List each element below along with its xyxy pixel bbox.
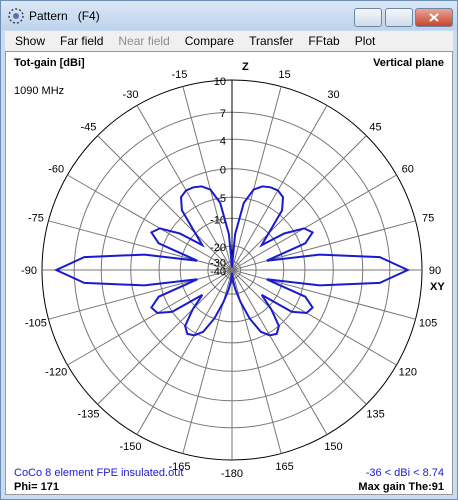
chart-title: Vertical plane	[373, 57, 444, 69]
r-tick-label: -30	[210, 257, 226, 269]
axis-label-z: Z	[242, 61, 249, 73]
spoke	[136, 105, 233, 271]
r-tick-label: 10	[214, 76, 226, 88]
menu-item[interactable]: Far field	[60, 34, 104, 48]
angle-tick-label: -150	[119, 441, 141, 453]
angle-tick-label: -45	[81, 121, 97, 133]
spoke	[231, 135, 367, 271]
r-tick-label: 4	[220, 135, 226, 147]
spoke	[182, 86, 233, 271]
spoke	[231, 86, 282, 271]
menu-item[interactable]: Plot	[354, 34, 376, 48]
r-tick-label: -40	[210, 266, 226, 278]
r-tick-label: -10	[210, 214, 226, 226]
file-name: CoCo 8 element FPE insulated.out	[14, 467, 183, 479]
window-title: Pattern (F4)	[29, 9, 100, 23]
maximize-button[interactable]	[385, 8, 413, 27]
menu-item[interactable]: Near field	[118, 34, 170, 48]
angle-tick-label: -75	[28, 212, 44, 224]
frequency: 1090 MHz	[14, 85, 64, 97]
menu-item[interactable]: FFtab	[308, 34, 340, 48]
angle-tick-label: -15	[172, 69, 188, 81]
minimize-button[interactable]	[354, 8, 382, 27]
r-tick-label: 0	[220, 165, 226, 177]
angle-tick-label: -60	[48, 164, 64, 176]
angle-tick-label: 90	[429, 265, 441, 277]
spoke	[231, 105, 328, 271]
phi: Phi= 171	[14, 481, 59, 493]
spoke	[231, 269, 416, 320]
spoke	[67, 174, 233, 271]
max-gain: Max gain The:91	[358, 481, 444, 493]
spoke	[97, 135, 233, 271]
plot-area: Tot-gain [dBi] Vertical plane 1090 MHz Z…	[5, 51, 453, 495]
angle-tick-label: 135	[366, 409, 384, 421]
angle-tick-label: -90	[21, 265, 37, 277]
polar-chart: Tot-gain [dBi] Vertical plane 1090 MHz Z…	[14, 57, 445, 493]
angle-tick-label: 105	[419, 318, 437, 330]
axis-label-xy: XY	[430, 281, 445, 293]
r-tick-label: -5	[216, 193, 226, 205]
spoke	[67, 269, 233, 366]
spoke	[97, 269, 233, 405]
r-tick-label: 7	[220, 108, 226, 120]
title-bar: Pattern (F4)	[1, 1, 457, 30]
angle-tick-label: -165	[168, 461, 190, 473]
gain-range: -36 < dBi < 8.74	[366, 467, 444, 479]
angle-tick-label: 45	[369, 121, 381, 133]
r-tick-label: -20	[210, 242, 226, 254]
spoke	[48, 269, 233, 320]
pattern-line	[53, 185, 411, 337]
spoke	[231, 269, 367, 405]
spoke	[231, 220, 416, 271]
menu-item[interactable]: Transfer	[249, 34, 294, 48]
angle-tick-label: 15	[278, 69, 290, 81]
menu-bar: Show Far field Near field Compare Transfer FF…	[5, 31, 453, 51]
spoke	[231, 174, 397, 271]
spoke	[231, 269, 328, 435]
angle-tick-label: -30	[123, 89, 139, 101]
spoke	[231, 269, 397, 366]
angle-tick-label: 165	[275, 461, 293, 473]
menu-item[interactable]: Show	[15, 34, 46, 48]
spoke	[48, 220, 233, 271]
menu-item[interactable]: Compare	[184, 34, 235, 48]
angle-tick-label: -120	[45, 367, 67, 379]
angle-tick-label: -135	[77, 409, 99, 421]
angle-tick-label: 75	[422, 212, 434, 224]
angle-tick-label: 150	[324, 441, 342, 453]
close-button[interactable]	[415, 8, 453, 27]
angle-tick-label: 60	[402, 164, 414, 176]
y-label: Tot-gain [dBi]	[14, 57, 85, 69]
spoke	[136, 269, 233, 435]
angle-tick-label: -105	[25, 318, 47, 330]
app-icon	[8, 8, 24, 24]
angle-tick-label: 120	[399, 367, 417, 379]
angle-tick-label: -180	[221, 468, 243, 480]
angle-tick-label: 30	[327, 89, 339, 101]
